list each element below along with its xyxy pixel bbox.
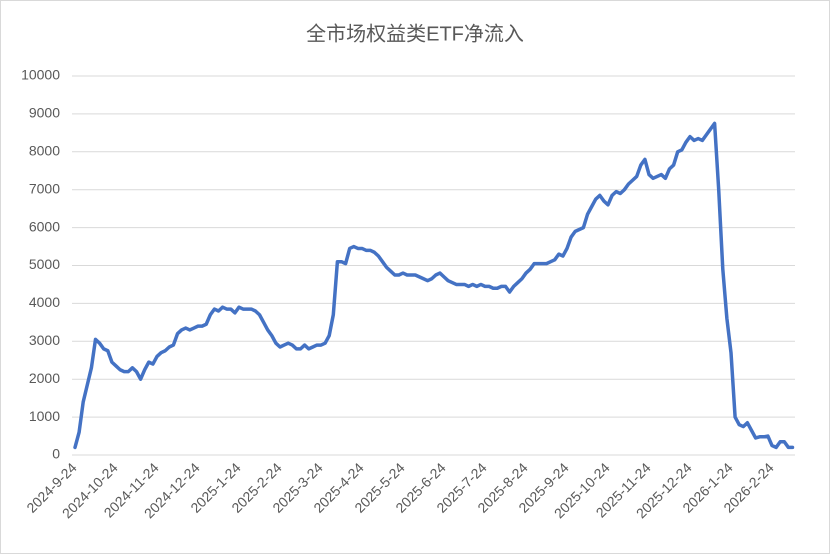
y-tick-label: 4000 — [29, 294, 60, 310]
chart-title: 全市场权益类ETF净流入 — [306, 22, 524, 45]
data-line — [73, 121, 795, 450]
y-tick-label: 9000 — [29, 105, 60, 121]
y-tick-label: 2000 — [29, 370, 60, 386]
y-tick-label: 8000 — [29, 143, 60, 159]
y-tick-label: 7000 — [29, 180, 60, 196]
y-tick-label: 3000 — [29, 332, 60, 348]
y-tick-label: 0 — [52, 446, 60, 462]
y-tick-label: 6000 — [29, 218, 60, 234]
y-tick-label: 1000 — [29, 408, 60, 424]
y-tick-label: 5000 — [29, 256, 60, 272]
y-tick-label: 10000 — [21, 67, 60, 83]
